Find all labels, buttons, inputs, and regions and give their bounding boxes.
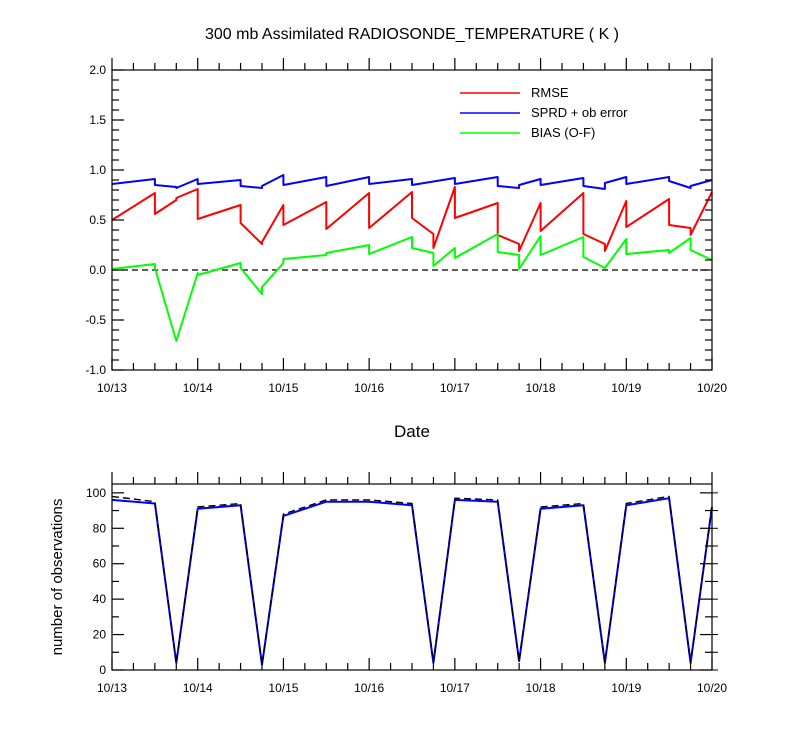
bottom-series-line-observations-used [111, 497, 713, 666]
bottom-x-tick-label: 10/18 [526, 681, 556, 695]
top-y-tick-label: 1.5 [89, 113, 106, 127]
bottom-y-tick-label: 0 [99, 663, 106, 677]
bottom-x-tick-label: 10/20 [697, 681, 727, 695]
top-x-tick-label: 10/13 [97, 381, 127, 395]
top-y-tick-label: -0.5 [85, 313, 106, 327]
top-series-line-rmse [111, 186, 713, 252]
legend-label-rmse: RMSE [531, 85, 569, 100]
top-x-tick-label: 10/16 [354, 381, 384, 395]
bottom-series-line-observations-possible [111, 495, 713, 666]
top-y-tick-label: 0.5 [89, 213, 106, 227]
top-y-tick-label: 2.0 [89, 63, 106, 77]
top-y-tick-label: -1.0 [85, 363, 106, 377]
top-series-line-bias-o-f [111, 233, 713, 342]
top-x-tick-label: 10/19 [611, 381, 641, 395]
top-x-tick-label: 10/20 [697, 381, 727, 395]
top-series-line-sprd-ob-error [111, 174, 713, 190]
bottom-y-tick-label: 80 [93, 521, 107, 535]
top-x-tick-label: 10/15 [268, 381, 298, 395]
chart-title: 300 mb Assimilated RADIOSONDE_TEMPERATUR… [205, 26, 619, 43]
top-y-tick-label: 0.0 [89, 263, 106, 277]
bottom-x-tick-label: 10/16 [354, 681, 384, 695]
bottom-x-tick-label: 10/15 [268, 681, 298, 695]
bottom-x-tick-label: 10/17 [440, 681, 470, 695]
bottom-x-tick-label: 10/19 [611, 681, 641, 695]
bottom-y-tick-label: 40 [93, 592, 107, 606]
top-y-tick-label: 1.0 [89, 163, 106, 177]
legend-label-bias: BIAS (O-F) [531, 125, 595, 140]
legend: RMSE SPRD + ob error BIAS (O-F) [460, 85, 628, 140]
bottom-y-tick-label: 100 [86, 486, 106, 500]
legend-label-sprd: SPRD + ob error [531, 105, 628, 120]
top-x-tick-label: 10/17 [440, 381, 470, 395]
y-axis-label-observations: number of observations [49, 499, 66, 656]
top-x-tick-label: 10/18 [526, 381, 556, 395]
bottom-y-tick-label: 60 [93, 557, 107, 571]
bottom-x-tick-label: 10/14 [183, 681, 213, 695]
bottom-x-tick-label: 10/13 [97, 681, 127, 695]
x-axis-label: Date [394, 422, 430, 441]
top-x-tick-label: 10/14 [183, 381, 213, 395]
bottom-y-tick-label: 20 [93, 628, 107, 642]
